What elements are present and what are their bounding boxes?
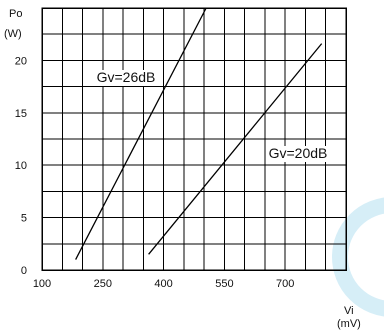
series-label: Gv=20dB [269, 145, 328, 161]
series-line-1 [75, 7, 207, 260]
plot-frame [41, 7, 347, 271]
y-tick-label: 10 [15, 160, 27, 172]
x-tick-labels: 100 250 400 550 700 [33, 278, 295, 290]
series-line-2 [148, 43, 323, 255]
x-tick-label: 400 [154, 278, 172, 290]
series-lines [75, 7, 323, 260]
series-label-bg [268, 146, 328, 162]
grid [42, 8, 346, 270]
x-tick-label: 100 [33, 278, 51, 290]
y-tick-label: 5 [21, 213, 27, 225]
y-tick-label: 15 [15, 108, 27, 120]
y-axis-name: Po [9, 8, 22, 20]
x-axis-unit: (mV) [337, 318, 361, 330]
x-tick-label: 250 [94, 278, 112, 290]
x-axis-name: Vi [344, 305, 354, 317]
x-tick-label: 550 [215, 278, 233, 290]
y-axis-unit: (W) [4, 28, 22, 40]
x-tick-label: 700 [276, 278, 294, 290]
series-label-bg [96, 70, 156, 86]
y-tick-labels: 0 5 10 15 20 [15, 55, 27, 277]
y-tick-label: 0 [21, 265, 27, 277]
series-labels: Gv=26dB Gv=20dB [96, 69, 328, 162]
series-label: Gv=26dB [97, 69, 156, 85]
plot-border [41, 7, 347, 271]
watermark-arc [332, 197, 384, 317]
y-tick-label: 20 [15, 55, 27, 67]
